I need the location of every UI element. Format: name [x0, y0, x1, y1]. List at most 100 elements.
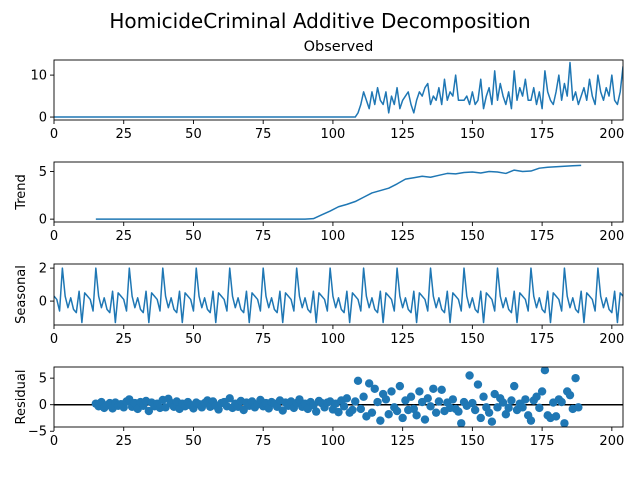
observed-series-line	[54, 61, 623, 118]
observed-xtick-label: 0	[50, 127, 58, 142]
trend-xtick-label: 150	[460, 229, 485, 244]
observed-plot-area	[54, 61, 623, 118]
residual-plot-area	[54, 367, 623, 427]
residual-point	[348, 405, 357, 415]
residual-point	[484, 408, 494, 417]
residual-point	[395, 381, 405, 391]
residual-xtick-label: 75	[255, 434, 272, 449]
observed-title: Observed	[304, 39, 374, 55]
residual-point	[353, 376, 363, 386]
residual-point	[434, 397, 444, 406]
residual-point	[557, 397, 566, 407]
residual-point	[415, 387, 424, 396]
trend-xtick-label: 200	[599, 229, 624, 244]
panel-observed: 0 25 50 75 100 125 150 175 200 0 10 Observed	[30, 39, 624, 142]
residual-point	[532, 392, 541, 401]
residual-point	[565, 390, 575, 400]
seasonal-series-line	[54, 267, 623, 324]
seasonal-xtick-label: 200	[599, 332, 624, 347]
residual-point	[507, 396, 516, 405]
figure-title: HomicideCriminal Additive Decomposition	[109, 9, 530, 33]
residual-point	[342, 394, 352, 403]
residual-point	[479, 392, 488, 401]
panel-seasonal: 0 25 50 75 100 125 150 175 200 0 2 Seasonal	[14, 262, 624, 347]
residual-ytick-label: −5	[28, 425, 47, 440]
trend-xtick-label: 25	[115, 229, 132, 244]
residual-ytick-label: 5	[39, 372, 47, 387]
seasonal-xtick-label: 50	[185, 332, 202, 347]
seasonal-ytick-label: 0	[39, 295, 47, 310]
residual-point	[144, 406, 154, 416]
seasonal-xtick-label: 150	[460, 332, 485, 347]
residual-xtick-label: 150	[460, 434, 485, 449]
residual-point	[392, 406, 402, 416]
residual-point	[448, 395, 458, 404]
residual-point	[311, 407, 321, 416]
residual-point	[470, 405, 480, 415]
residual-point	[264, 404, 273, 413]
trend-xtick-label: 175	[530, 229, 555, 244]
residual-xtick-label: 200	[599, 434, 624, 449]
residual-point	[473, 380, 483, 389]
residual-point	[518, 403, 527, 412]
residual-point	[214, 405, 223, 414]
residual-point	[526, 416, 536, 425]
panel-trend: 0 25 50 75 100 125 150 175 200 0 5 Trend	[14, 161, 624, 244]
residual-axes-frame	[53, 366, 624, 428]
residual-point	[535, 403, 544, 413]
trend-xtick-label: 50	[185, 229, 202, 244]
residual-point	[412, 411, 421, 420]
residual-point	[359, 392, 368, 401]
residual-point	[571, 373, 580, 383]
residual-point	[551, 412, 561, 421]
residual-point	[351, 397, 360, 406]
residual-point	[278, 406, 287, 415]
seasonal-ylabel: Seasonal	[14, 265, 29, 324]
residual-xtick-label: 25	[115, 434, 132, 449]
residual-point	[493, 403, 502, 412]
residual-point	[468, 398, 477, 408]
residual-point	[409, 404, 419, 414]
trend-series-line	[95, 164, 582, 220]
residual-ytick-label: 0	[39, 398, 47, 413]
residual-xtick-label: 0	[50, 434, 58, 449]
residual-point	[423, 394, 432, 403]
residual-point	[398, 413, 407, 423]
residual-point	[457, 419, 466, 427]
residual-point	[504, 403, 513, 413]
residual-point	[560, 419, 569, 427]
residual-point	[429, 384, 438, 393]
trend-ytick-label: 5	[39, 165, 47, 180]
trend-plot-area	[95, 164, 582, 220]
trend-xtick-label: 100	[321, 229, 346, 244]
residual-point	[510, 381, 519, 391]
trend-ytick-label: 0	[39, 213, 47, 228]
residual-point	[356, 404, 366, 414]
observed-xtick-label: 75	[255, 127, 272, 142]
observed-xtick-label: 50	[185, 127, 202, 142]
residual-point	[487, 417, 497, 426]
trend-xtick-label: 125	[390, 229, 415, 244]
observed-axes-frame	[53, 59, 624, 121]
residual-point	[381, 395, 391, 404]
residual-ylabel: Residual	[14, 370, 29, 425]
observed-ytick-label: 0	[39, 111, 47, 126]
seasonal-xtick-label: 75	[255, 332, 272, 347]
seasonal-xtick-label: 125	[390, 332, 415, 347]
residual-point	[370, 384, 379, 393]
trend-axes-frame	[53, 161, 624, 223]
observed-xtick-label: 25	[115, 127, 132, 142]
residual-point	[373, 397, 382, 407]
seasonal-xtick-label: 25	[115, 332, 132, 347]
residual-point	[420, 415, 430, 424]
seasonal-xtick-label: 175	[530, 332, 555, 347]
seasonal-xtick-label: 0	[50, 332, 58, 347]
residual-xtick-label: 50	[185, 434, 202, 449]
residual-point	[367, 408, 377, 417]
residual-point	[537, 387, 547, 396]
residual-point	[406, 392, 416, 401]
observed-xtick-label: 125	[390, 127, 415, 142]
